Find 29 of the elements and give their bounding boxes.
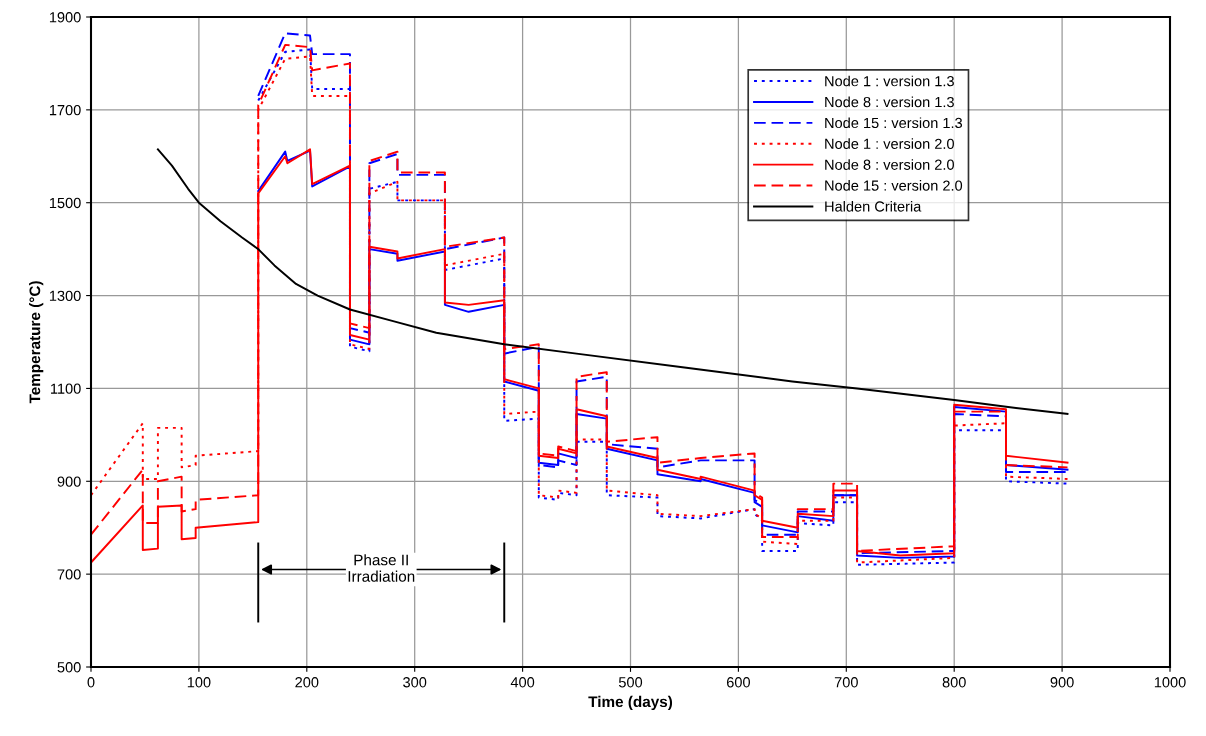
legend-label: Node 1 : version 2.0 bbox=[825, 138, 954, 149]
x-tick-label: 400 bbox=[510, 677, 535, 688]
x-tick-label: 900 bbox=[1050, 677, 1074, 688]
x-tick-label: 700 bbox=[834, 677, 858, 688]
legend-label: Node 8 : version 2.0 bbox=[825, 159, 954, 170]
legend-label: Halden Criteria bbox=[825, 200, 922, 212]
x-tick-label: 1000 bbox=[1154, 677, 1186, 688]
x-tick-label: 200 bbox=[295, 677, 319, 688]
x-axis-title: Time (days) bbox=[588, 695, 673, 711]
legend-label: Node 1 : version 1.3 bbox=[825, 75, 954, 87]
y-tick-label: 1100 bbox=[51, 383, 81, 394]
y-tick-label: 1900 bbox=[49, 12, 81, 23]
legend-label: Node 8 : version 1.3 bbox=[825, 96, 954, 108]
y-tick-label: 700 bbox=[57, 569, 81, 580]
y-axis-title: Temperature (°C) bbox=[29, 281, 44, 404]
x-tick-label: 100 bbox=[187, 677, 211, 688]
y-tick-label: 1700 bbox=[49, 104, 81, 116]
x-tick-label: 600 bbox=[726, 677, 750, 688]
y-tick-label: 1300 bbox=[49, 290, 81, 301]
y-tick-label: 1500 bbox=[49, 197, 81, 209]
legend-label: Node 15 : version 2.0 bbox=[825, 180, 963, 191]
y-tick-label: 500 bbox=[57, 662, 81, 673]
x-tick-label: 500 bbox=[618, 677, 643, 688]
legend-label: Node 15 : version 1.3 bbox=[825, 117, 963, 129]
x-tick-label: 0 bbox=[87, 677, 95, 688]
y-tick-label: 900 bbox=[57, 476, 81, 487]
x-tick-label: 300 bbox=[403, 677, 427, 688]
x-tick-label: 800 bbox=[942, 677, 966, 688]
annotation: Phase II Irradiation bbox=[348, 554, 415, 582]
